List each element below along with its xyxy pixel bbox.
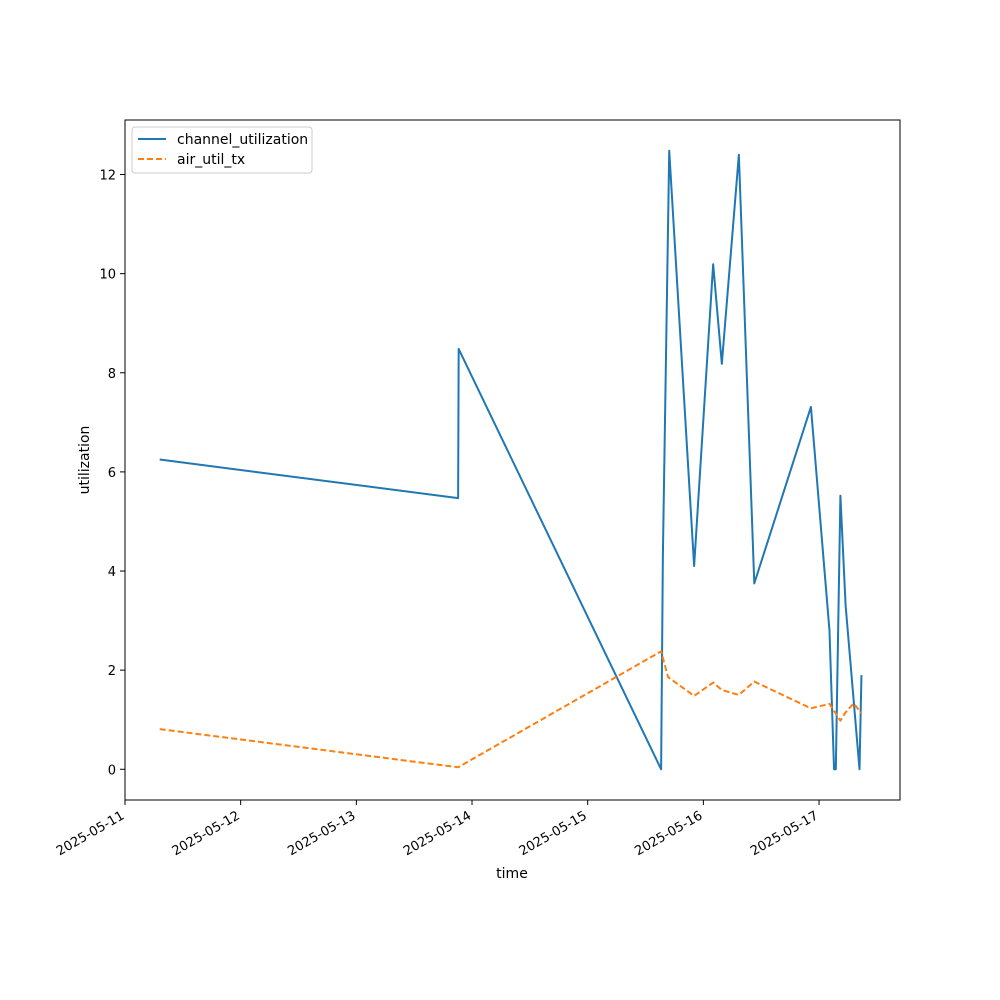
y-tick-label: 10 — [99, 268, 116, 283]
series-line-air-util-tx — [159, 650, 863, 769]
y-tick-label: 4 — [108, 565, 116, 580]
y-tick-label: 12 — [99, 169, 116, 184]
series-line-channel-utilization — [159, 149, 863, 771]
y-tick-label: 0 — [108, 763, 116, 778]
plot-lines — [159, 149, 863, 771]
y-tick-label: 2 — [108, 664, 116, 679]
y-axis: 0 2 4 6 8 10 12 — [99, 169, 125, 778]
y-tick-label: 8 — [108, 367, 116, 382]
y-tick-label: 6 — [108, 466, 116, 481]
legend-label-channel-utilization: channel_utilization — [177, 132, 308, 148]
legend-box — [131, 126, 313, 174]
legend-label-air-util-tx: air_util_tx — [177, 152, 245, 168]
plot-frame — [124, 119, 901, 801]
x-axis-label: time — [496, 866, 528, 882]
legend: channel_utilization air_util_tx — [131, 126, 313, 174]
y-axis-label: utilization — [77, 426, 93, 495]
